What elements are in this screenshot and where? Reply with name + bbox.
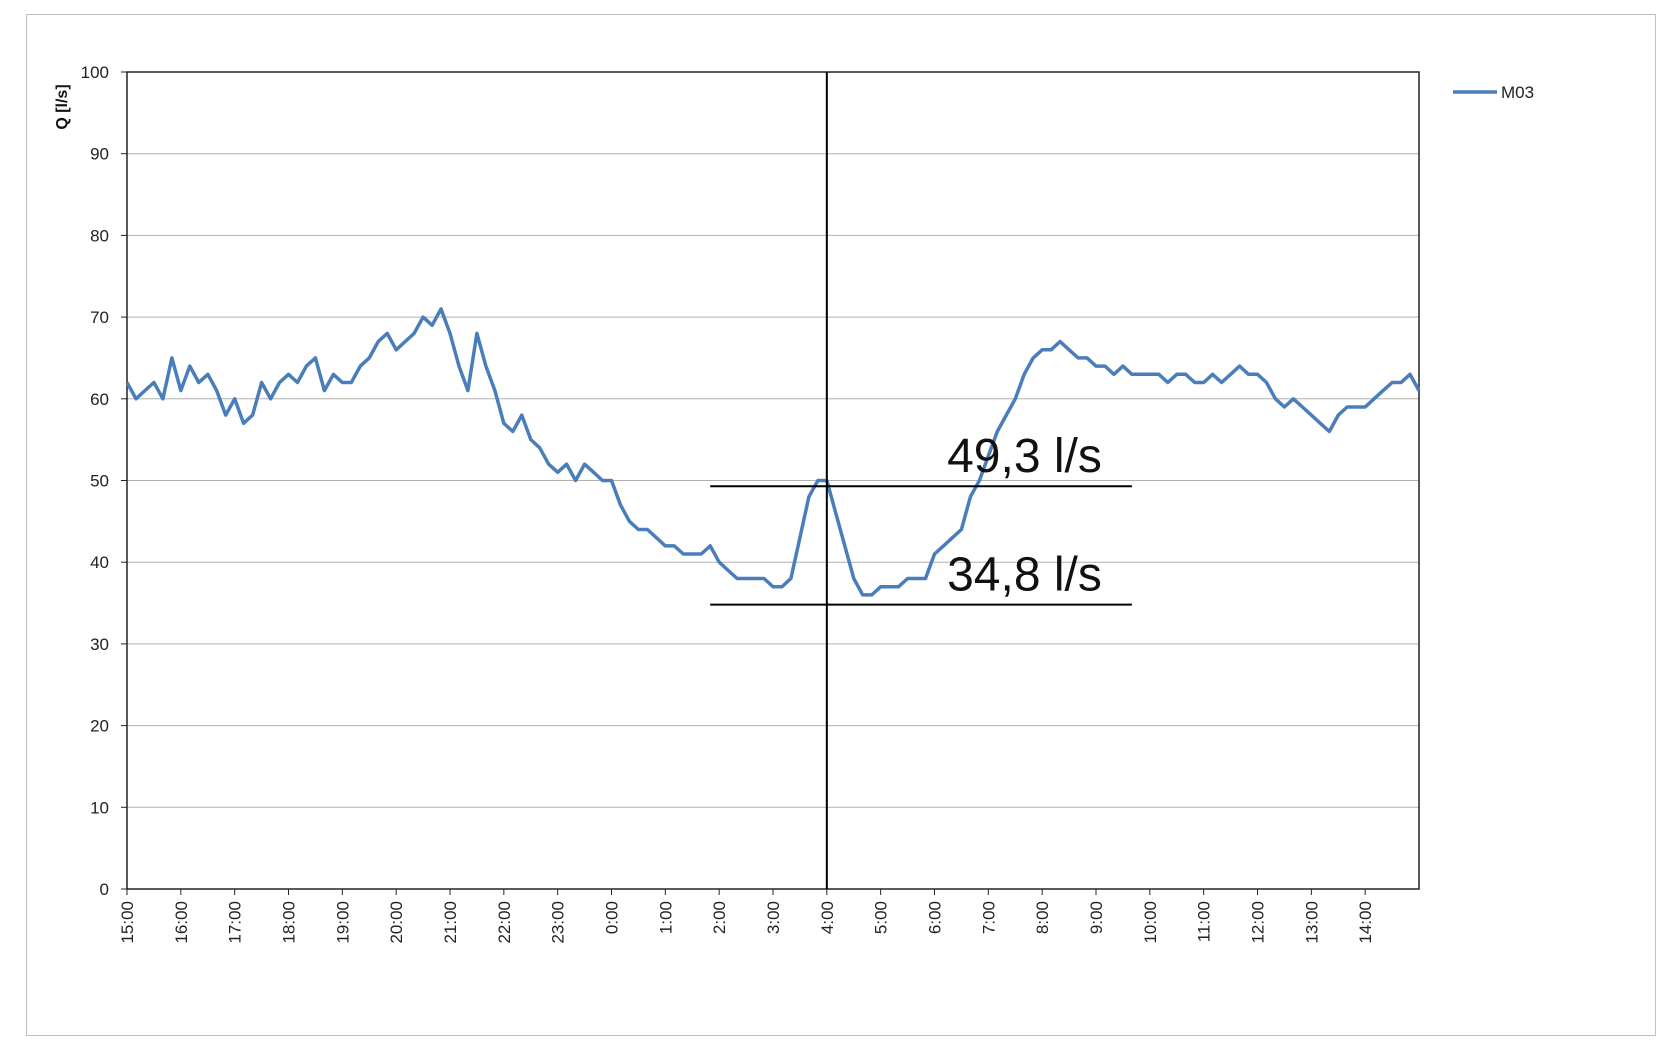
- y-tick-labels: 0 10 20 30 40 50 60 70 80 90 100: [81, 63, 127, 899]
- x-tick-label: 0:00: [603, 901, 622, 934]
- x-tick-label: 4:00: [818, 901, 837, 934]
- x-tick-label: 14:00: [1356, 901, 1375, 944]
- y-tick-label: 60: [90, 390, 109, 409]
- annotation-label: 49,3 l/s: [947, 430, 1102, 483]
- x-tick-label: 23:00: [549, 901, 568, 944]
- y-tick-label: 10: [90, 798, 109, 817]
- y-tick-label: 80: [90, 226, 109, 245]
- y-tick-label: 0: [100, 880, 109, 899]
- plot-area: [126, 71, 1420, 890]
- chart-frame: 0 10 20 30 40 50 60 70 80 90 100 15:00 16:00 17:00 18…: [26, 14, 1656, 1036]
- series-line-m03: [125, 307, 1421, 597]
- y-axis-title: Q [l/s]: [54, 84, 71, 129]
- x-tick-label: 3:00: [764, 901, 783, 934]
- x-tick-label: 21:00: [441, 901, 460, 944]
- x-tick-labels: 15:00 16:00 17:00 18:00 19:00 20:00 21:00 22:00…: [118, 889, 1375, 944]
- legend-label: M03: [1501, 83, 1534, 102]
- x-tick-label: 1:00: [656, 901, 675, 934]
- x-tick-label: 8:00: [1033, 901, 1052, 934]
- x-tick-label: 13:00: [1302, 901, 1321, 944]
- x-tick-label: 12:00: [1249, 901, 1268, 944]
- x-tick-label: 15:00: [118, 901, 137, 944]
- x-tick-label: 16:00: [172, 901, 191, 944]
- series-layer: [125, 307, 1421, 597]
- legend: M03: [1453, 83, 1534, 102]
- x-tick-label: 20:00: [387, 901, 406, 944]
- x-tick-label: 11:00: [1195, 901, 1214, 942]
- x-tick-label: 6:00: [926, 901, 945, 934]
- y-tick-label: 90: [90, 145, 109, 164]
- x-tick-label: 2:00: [710, 901, 729, 934]
- x-tick-label: 18:00: [280, 901, 299, 944]
- x-tick-label: 5:00: [872, 901, 891, 934]
- x-tick-label: 22:00: [495, 901, 514, 944]
- annotation-label: 34,8 l/s: [947, 549, 1102, 602]
- y-tick-label: 40: [90, 553, 109, 572]
- y-tick-label: 70: [90, 308, 109, 327]
- x-tick-label: 19:00: [333, 901, 352, 944]
- x-tick-label: 7:00: [979, 901, 998, 934]
- y-tick-label: 100: [81, 63, 109, 82]
- y-tick-label: 20: [90, 717, 109, 736]
- line-chart: 0 10 20 30 40 50 60 70 80 90 100 15:00 16:00 17:00 18…: [54, 63, 1534, 944]
- y-tick-label: 50: [90, 472, 109, 491]
- annotation-layer: 49,3 l/s 34,8 l/s: [710, 72, 1132, 889]
- x-tick-label: 10:00: [1141, 901, 1160, 944]
- x-tick-label: 9:00: [1087, 901, 1106, 934]
- x-tick-label: 17:00: [226, 901, 245, 944]
- gridlines: [127, 71, 1419, 890]
- y-tick-label: 30: [90, 635, 109, 654]
